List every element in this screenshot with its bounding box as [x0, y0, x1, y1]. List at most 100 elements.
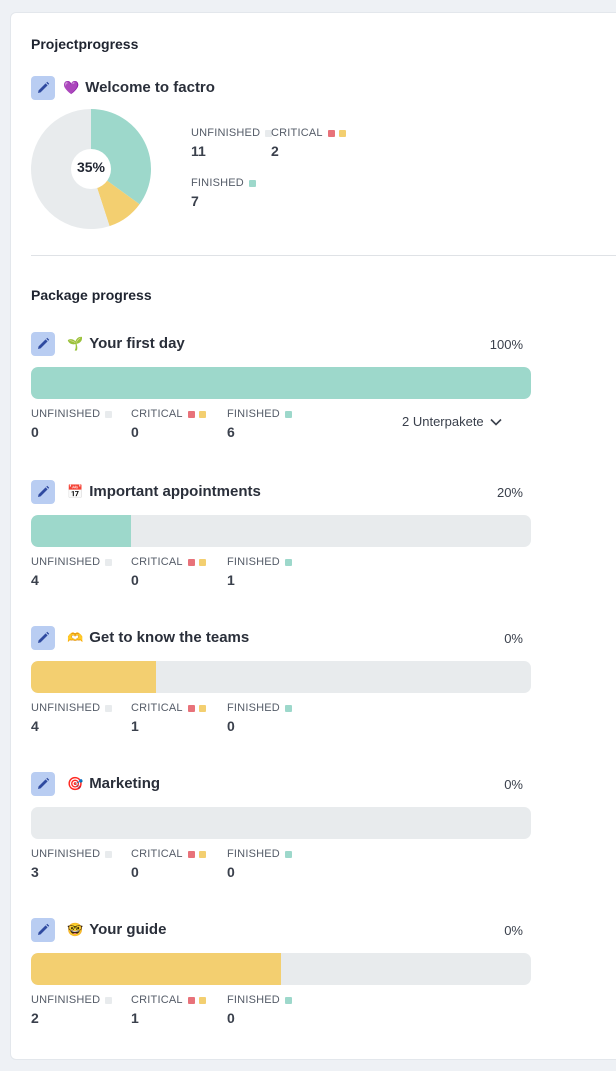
package-title[interactable]: 🎯 Marketing [67, 775, 160, 792]
finished-value: 0 [227, 1010, 235, 1026]
critical-label: CRITICAL [131, 848, 183, 860]
package-progress-bar [31, 515, 531, 547]
chevron-down-icon [490, 418, 502, 426]
package-progress-bar [31, 807, 531, 839]
pencil-icon [38, 777, 50, 789]
package-name: Your first day [89, 335, 185, 352]
package-stat-finished: FINISHED 0 [227, 994, 292, 1026]
donut-slice-finished [91, 109, 152, 205]
critical-yellow-swatch [198, 850, 206, 858]
package-edit-button[interactable] [31, 480, 55, 504]
unfinished-label: UNFINISHED [31, 702, 101, 714]
package-title[interactable]: 🫶 Get to know the teams [67, 629, 249, 646]
critical-yellow-swatch [198, 996, 206, 1004]
unfinished-label: UNFINISHED [31, 556, 101, 568]
package-stat-unfinished: UNFINISHED 4 [31, 556, 113, 588]
package-progress-fill [31, 661, 156, 693]
package-stat-finished: FINISHED 1 [227, 556, 292, 588]
critical-value: 0 [131, 572, 139, 588]
package-title[interactable]: 🤓 Your guide [67, 921, 166, 938]
project-stat-unfinished: UNFINISHED 11 [191, 127, 273, 159]
project-name: 💜 Welcome to factro [63, 79, 215, 96]
finished-label: FINISHED [227, 848, 280, 860]
package-title[interactable]: 🌱 Your first day [67, 335, 185, 352]
package-progress-fill [31, 367, 531, 399]
unfinished-swatch [105, 558, 113, 566]
package-stat-critical: CRITICAL 0 [131, 408, 206, 440]
package-edit-button[interactable] [31, 918, 55, 942]
package-progress-bar [31, 661, 531, 693]
finished-label: FINISHED [227, 994, 280, 1006]
project-edit-button[interactable] [31, 76, 55, 100]
finished-swatch [284, 850, 292, 858]
finished-label: FINISHED [227, 408, 280, 420]
unfinished-value: 0 [31, 424, 39, 440]
package-progress-fill [31, 515, 131, 547]
unfinished-value: 2 [31, 1010, 39, 1026]
critical-label: CRITICAL [271, 127, 323, 139]
package-name: Important appointments [89, 483, 261, 500]
project-stat-critical: CRITICAL 2 [271, 127, 346, 159]
critical-value: 1 [131, 1010, 139, 1026]
unfinished-swatch [105, 850, 113, 858]
progress-card: Projectprogress 💜 Welcome to factro 35% … [10, 12, 616, 1060]
critical-value: 0 [131, 424, 139, 440]
critical-red-swatch [187, 996, 195, 1004]
project-stat-finished: FINISHED 7 [191, 177, 256, 209]
donut-slice-unfinished [31, 109, 110, 229]
unfinished-value: 11 [191, 143, 206, 159]
critical-red-swatch [187, 558, 195, 566]
package-percent: 100% [489, 337, 523, 352]
finished-swatch [284, 996, 292, 1004]
package-emoji-icon: 🌱 [67, 335, 84, 351]
project-name-label: Welcome to factro [85, 79, 215, 96]
critical-yellow-swatch [198, 704, 206, 712]
unfinished-label: UNFINISHED [191, 127, 261, 139]
package-stat-unfinished: UNFINISHED 3 [31, 848, 113, 880]
package-stat-critical: CRITICAL 0 [131, 556, 206, 588]
finished-value: 1 [227, 572, 235, 588]
unfinished-label: UNFINISHED [31, 848, 101, 860]
package-progress-fill [31, 953, 281, 985]
package-stat-finished: FINISHED 6 [227, 408, 292, 440]
package-percent: 20% [496, 485, 523, 500]
package-stat-critical: CRITICAL 0 [131, 848, 206, 880]
unfinished-value: 4 [31, 572, 39, 588]
critical-label: CRITICAL [131, 556, 183, 568]
project-donut-chart [31, 109, 152, 229]
critical-yellow-swatch [198, 558, 206, 566]
package-edit-button[interactable] [31, 626, 55, 650]
package-title[interactable]: 📅 Important appointments [67, 483, 261, 500]
unfinished-swatch [105, 996, 113, 1004]
package-edit-button[interactable] [31, 332, 55, 356]
package-stat-finished: FINISHED 0 [227, 848, 292, 880]
package-stat-unfinished: UNFINISHED 4 [31, 702, 113, 734]
package-stat-finished: FINISHED 0 [227, 702, 292, 734]
pencil-icon [38, 485, 50, 497]
finished-swatch [284, 704, 292, 712]
subpackages-toggle[interactable]: 2 Unterpakete [402, 414, 502, 429]
package-percent: 0% [504, 923, 523, 938]
finished-value: 0 [227, 718, 235, 734]
heart-icon: 💜 [63, 79, 80, 95]
critical-value: 1 [131, 718, 139, 734]
finished-swatch [284, 558, 292, 566]
finished-swatch [248, 179, 256, 187]
unfinished-value: 4 [31, 718, 39, 734]
pencil-icon [38, 631, 50, 643]
package-name: Your guide [89, 921, 167, 938]
package-stat-critical: CRITICAL 1 [131, 702, 206, 734]
critical-label: CRITICAL [131, 702, 183, 714]
subpackages-label: 2 Unterpakete [402, 414, 484, 429]
section-divider [31, 255, 616, 256]
package-stat-critical: CRITICAL 1 [131, 994, 206, 1026]
finished-label: FINISHED [227, 556, 280, 568]
project-progress-title: Projectprogress [31, 36, 139, 52]
pencil-icon [38, 923, 50, 935]
finished-label: FINISHED [191, 177, 244, 189]
package-edit-button[interactable] [31, 772, 55, 796]
unfinished-value: 3 [31, 864, 39, 880]
pencil-icon [38, 337, 50, 349]
package-stat-unfinished: UNFINISHED 2 [31, 994, 113, 1026]
finished-value: 7 [191, 193, 199, 209]
